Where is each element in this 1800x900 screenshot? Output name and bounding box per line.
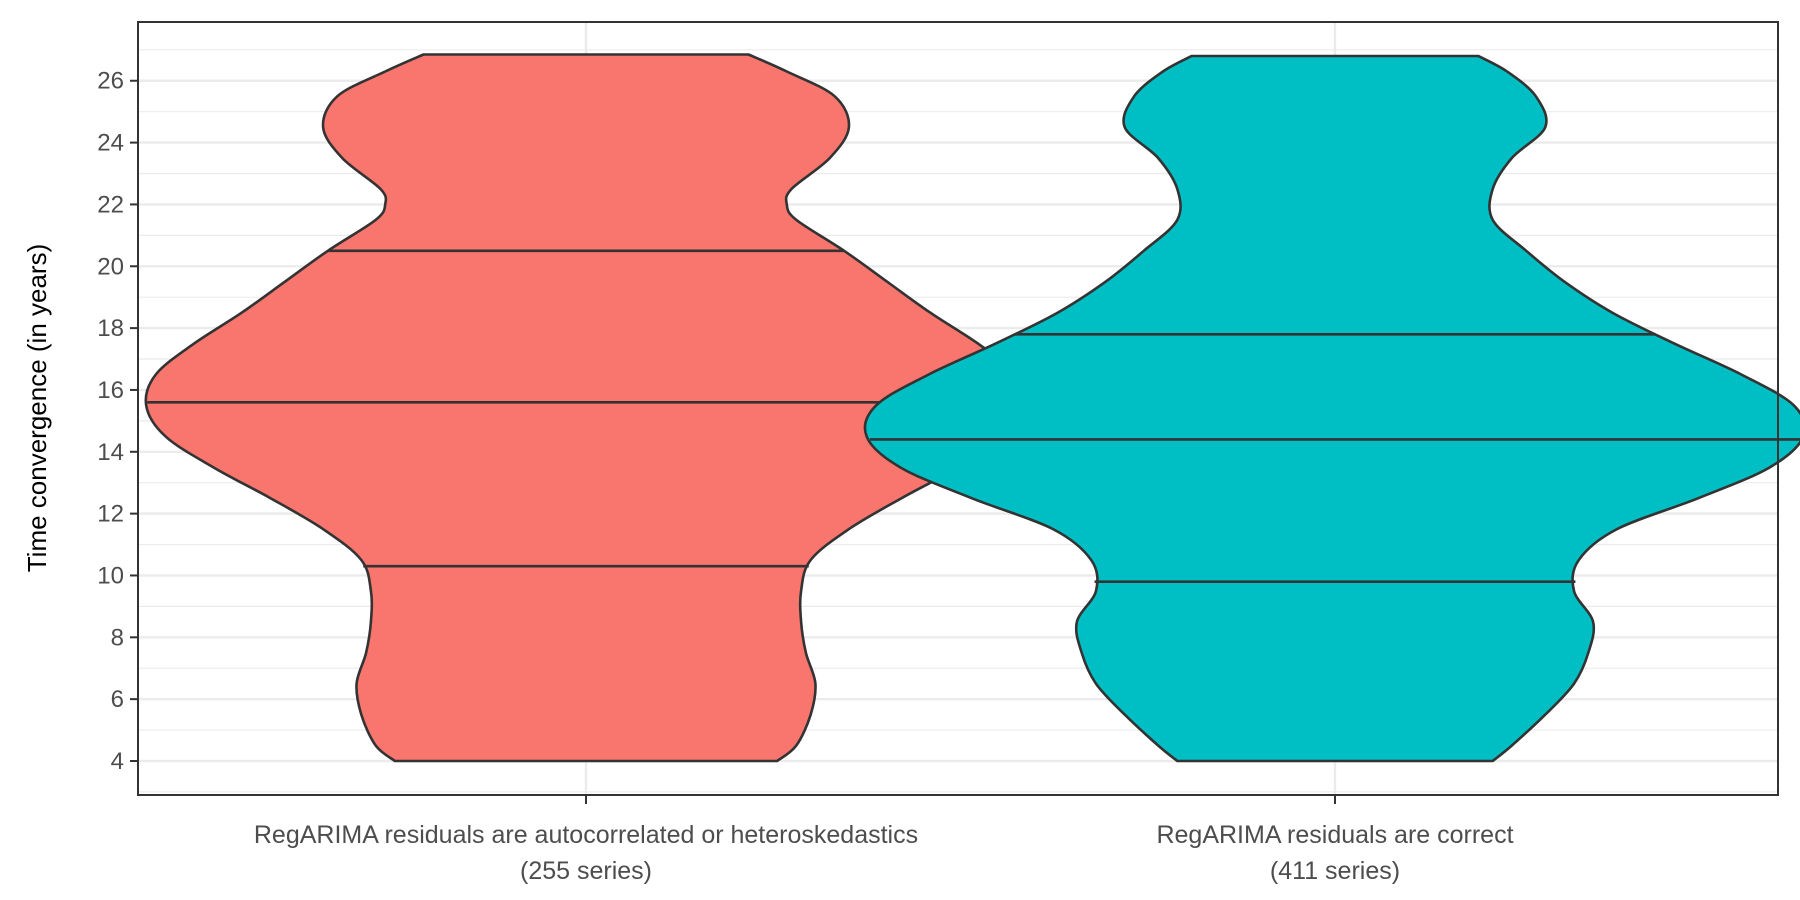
x-category-label: RegARIMA residuals are autocorrelated or… — [254, 821, 918, 849]
violin-body — [144, 53, 1028, 763]
x-category-label: RegARIMA residuals are correct — [1156, 821, 1513, 849]
y-tick-label: 8 — [111, 624, 124, 651]
y-tick-label: 22 — [97, 191, 124, 218]
x-category-count: (411 series) — [1270, 857, 1400, 885]
y-axis: 4 6 8 10 12 14 16 18 20 22 24 26 — [97, 68, 138, 775]
violin-group — [863, 54, 1800, 763]
y-tick-label: 10 — [97, 562, 124, 589]
violin-body — [863, 54, 1800, 763]
y-tick-label: 12 — [97, 501, 124, 528]
y-tick-label: 18 — [97, 315, 124, 342]
violins — [144, 53, 1800, 763]
y-tick-label: 14 — [97, 439, 124, 466]
y-tick-label: 16 — [97, 377, 124, 404]
y-axis-title: Time convergence (in years) — [22, 244, 52, 573]
x-category-count: (255 series) — [520, 857, 652, 885]
y-tick-label: 4 — [111, 748, 124, 775]
y-tick-label: 26 — [97, 68, 124, 95]
y-tick-label: 20 — [97, 253, 124, 280]
x-axis: RegARIMA residuals are autocorrelated or… — [254, 795, 1514, 885]
violin-group — [144, 53, 1028, 763]
y-tick-label: 6 — [111, 686, 124, 713]
y-tick-label: 24 — [97, 130, 124, 157]
panel-border — [137, 21, 1779, 796]
